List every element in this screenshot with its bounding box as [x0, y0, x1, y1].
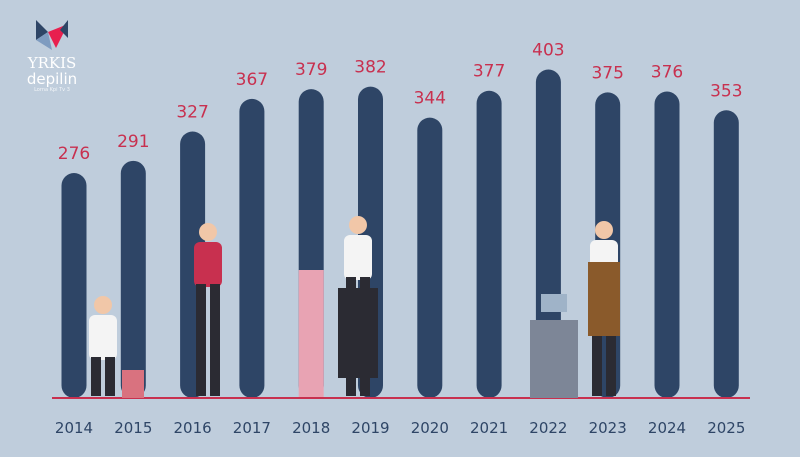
x-tick-label: 2015	[114, 419, 152, 437]
data-label: 376	[651, 63, 683, 83]
illustration-pot	[541, 294, 567, 312]
x-tick-label: 2021	[470, 419, 508, 437]
x-tick-label: 2025	[707, 419, 745, 437]
data-label: 344	[414, 89, 446, 109]
data-label: 291	[117, 132, 149, 152]
x-tick-label: 2020	[411, 419, 449, 437]
logo-line1: YRKIS	[27, 54, 77, 72]
x-tick-label: 2016	[174, 419, 212, 437]
x-tick-label: 2019	[351, 419, 389, 437]
data-label: 377	[473, 62, 505, 82]
logo-mark-icon	[36, 20, 68, 50]
bar-2020	[417, 117, 443, 398]
data-label: 327	[176, 102, 208, 122]
data-label: 403	[532, 41, 564, 61]
data-label: 353	[710, 81, 742, 101]
data-label: 379	[295, 60, 327, 80]
illustration-bricks	[122, 370, 144, 398]
bar-2015	[120, 160, 146, 398]
illustration-skirt	[338, 288, 378, 378]
bar-2014	[61, 173, 87, 398]
bar-2025	[713, 110, 739, 399]
logo-tagline: Lorna Kpi Tv 3	[34, 87, 70, 93]
data-label: 382	[354, 58, 386, 78]
logo-line2: depilin	[26, 70, 78, 88]
x-tick-label: 2023	[589, 419, 627, 437]
x-tick-label: 2014	[55, 419, 93, 437]
illustration-stove	[530, 320, 578, 398]
brand-logo: YRKIS depilin Lorna Kpi Tv 3	[22, 18, 82, 93]
bar-2021	[476, 90, 502, 399]
data-label: 276	[58, 144, 90, 164]
x-tick-label: 2017	[233, 419, 271, 437]
bar-2017	[239, 98, 265, 399]
illustration-apron	[588, 262, 620, 336]
x-tick-label: 2018	[292, 419, 330, 437]
data-label: 375	[591, 63, 623, 83]
data-label: 367	[236, 70, 268, 90]
bar-2022	[535, 69, 561, 399]
illustration-worker	[89, 296, 117, 396]
x-tick-label: 2022	[529, 419, 567, 437]
bar-highlight-2018	[298, 270, 324, 398]
illustration-waiter	[194, 223, 222, 396]
bar-2024	[654, 91, 680, 398]
x-tick-label: 2024	[648, 419, 686, 437]
